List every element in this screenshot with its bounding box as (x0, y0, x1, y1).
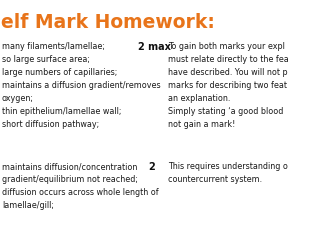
Text: must relate directly to the fea: must relate directly to the fea (168, 55, 289, 64)
Text: To gain both marks your expl: To gain both marks your expl (168, 42, 285, 51)
Text: 2: 2 (148, 162, 155, 172)
Text: gradient/equilibrium not reached;: gradient/equilibrium not reached; (2, 175, 138, 184)
Text: an explanation.: an explanation. (168, 94, 230, 103)
Text: so large surface area;: so large surface area; (2, 55, 90, 64)
Text: marks for describing two feat: marks for describing two feat (168, 81, 287, 90)
Text: not gain a mark!: not gain a mark! (168, 120, 236, 129)
Text: have described. You will not p: have described. You will not p (168, 68, 288, 77)
Text: diffusion occurs across whole length of: diffusion occurs across whole length of (2, 188, 159, 197)
Text: This requires understanding o: This requires understanding o (168, 162, 288, 171)
Text: thin epithelium/lamellae wall;: thin epithelium/lamellae wall; (2, 107, 122, 116)
Text: elf Mark Homework:: elf Mark Homework: (1, 13, 215, 32)
Text: oxygen;: oxygen; (2, 94, 34, 103)
Text: short diffusion pathway;: short diffusion pathway; (2, 120, 99, 129)
Text: 2 max: 2 max (138, 42, 171, 52)
Text: large numbers of capillaries;: large numbers of capillaries; (2, 68, 117, 77)
Text: lamellae/gill;: lamellae/gill; (2, 201, 54, 210)
Text: maintains diffusion/concentration: maintains diffusion/concentration (2, 162, 137, 171)
Text: countercurrent system.: countercurrent system. (168, 175, 262, 184)
Text: maintains a diffusion gradient/removes: maintains a diffusion gradient/removes (2, 81, 161, 90)
Text: Simply stating ‘a good blood: Simply stating ‘a good blood (168, 107, 283, 116)
Text: many filaments/lamellae;: many filaments/lamellae; (2, 42, 105, 51)
